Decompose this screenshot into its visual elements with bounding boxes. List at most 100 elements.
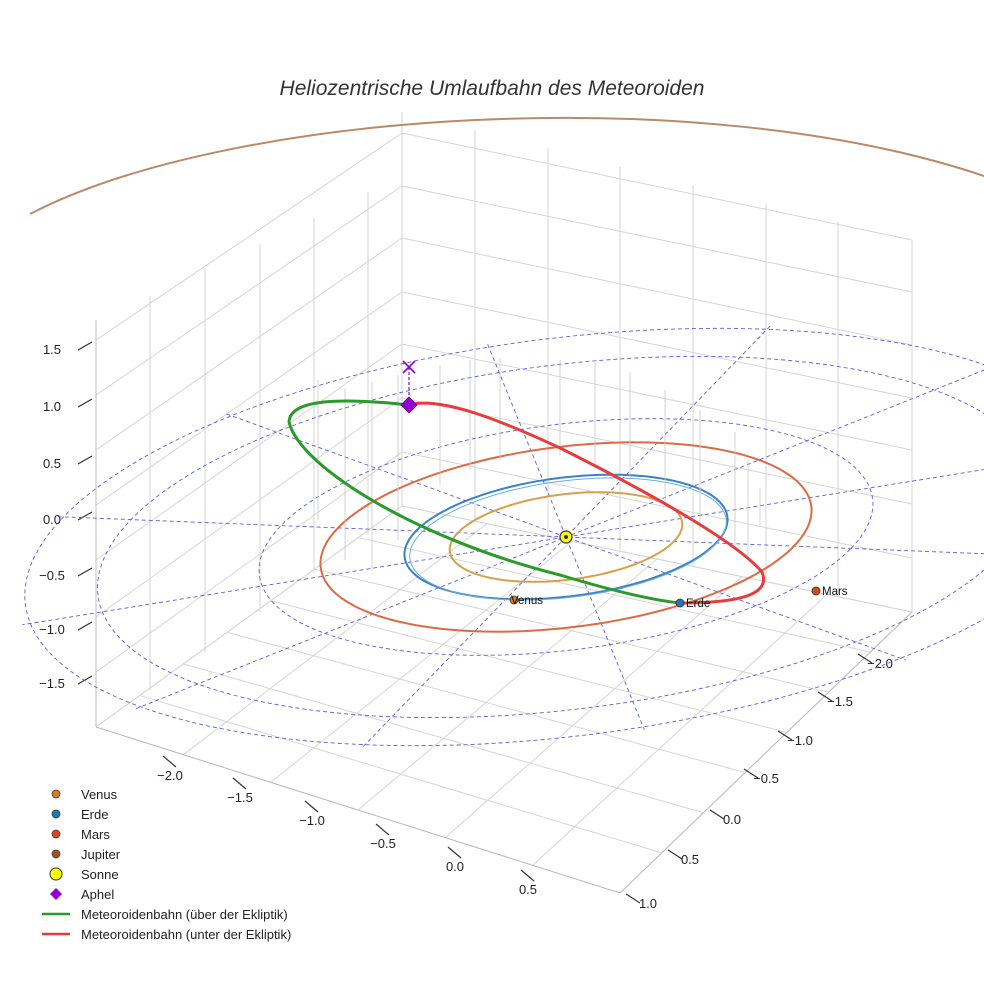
axis-edge (619, 611, 913, 894)
grid-line (95, 397, 403, 618)
grid-line (401, 505, 913, 613)
y-tick-label: 0.5 (681, 852, 699, 867)
erde-marker (675, 598, 685, 608)
axis-grid (95, 112, 913, 894)
y-tick-label: −1.5 (827, 694, 853, 709)
z-tick-mark (77, 455, 93, 465)
grid-line (183, 663, 704, 814)
jupiter-orbit (29, 116, 984, 215)
legend-item: Aphel (50, 887, 114, 902)
ecliptic-reference-spoke (55, 516, 984, 555)
legend-marker (50, 888, 62, 900)
axis-edge (95, 726, 621, 894)
mars-label: Mars (822, 586, 848, 598)
y-tick-label: −1.0 (787, 733, 813, 748)
meteoroid-orbit-below (408, 401, 765, 605)
erde-label: Erde (686, 598, 710, 610)
legend-marker (51, 849, 61, 859)
z-tick-mark (77, 621, 93, 631)
ecliptic-reference-spoke (226, 413, 906, 661)
legend-item: Meteoroidenbahn (über der Ekliptik) (42, 907, 288, 922)
grid-line (183, 523, 488, 756)
grid-line (358, 537, 871, 653)
z-tick-mark (77, 511, 93, 521)
ecliptic-reference-circle (24, 327, 984, 747)
grid-line (95, 132, 403, 341)
legend-label: Jupiter (81, 847, 121, 862)
ecliptic-reference-circle (97, 355, 984, 719)
y-tick-mark (817, 691, 833, 702)
grid-line (314, 568, 829, 693)
x-tick-label: −2.0 (157, 768, 183, 783)
z-tick-label: −0.5 (39, 568, 65, 583)
aphel-projection-marker (402, 360, 416, 374)
axis-ticks: −2.0 −1.5 −1.0 −0.5 0.0 0.5 −2.0 −1.5 −1.0 −0.5 0.… (39, 341, 893, 911)
y-tick-mark (857, 653, 873, 664)
planet-orbits (29, 116, 984, 633)
ecliptic-reference-spoke (22, 469, 984, 626)
grid-line (95, 185, 403, 396)
grid-line (401, 185, 913, 293)
x-tick-label: −0.5 (370, 836, 396, 851)
x-tick-mark (447, 846, 462, 859)
legend-label: Erde (81, 807, 108, 822)
legend-label: Meteoroidenbahn (über der Ekliptik) (81, 907, 288, 922)
x-tick-mark (375, 823, 390, 836)
z-tick-mark (77, 567, 93, 577)
grid-line (532, 593, 828, 866)
y-tick-label: 1.0 (639, 896, 657, 911)
grid-line (357, 558, 658, 811)
legend-marker (49, 867, 63, 881)
legend-label: Sonne (81, 867, 119, 882)
venus-label: Venus (511, 595, 543, 607)
z-tick-mark (77, 341, 93, 351)
grid-line (401, 451, 913, 559)
bodies: Venus Erde Mars (400, 360, 848, 610)
grid-line (95, 237, 403, 451)
meteoroid-orbit (287, 358, 765, 605)
ecliptic-reference-grid (22, 325, 984, 749)
venus-marker (509, 595, 519, 605)
z-tick-label: 0.5 (43, 456, 61, 471)
y-tick-label: 0.0 (723, 812, 741, 827)
z-tick-label: −1.5 (39, 676, 65, 691)
y-tick-mark (667, 849, 683, 860)
legend-item: Venus (51, 787, 118, 802)
ecliptic-reference-spoke (134, 369, 984, 710)
legend-label: Mars (81, 827, 110, 842)
legend-marker (51, 829, 61, 839)
chart-title: Heliozentrische Umlaufbahn des Meteoroid… (280, 77, 705, 100)
grid-line (95, 451, 403, 673)
erde-orbit (403, 473, 729, 601)
z-tick-label: 1.0 (43, 399, 61, 414)
grid-line (95, 505, 403, 728)
erde-orbit-ghost (409, 477, 727, 601)
y-tick-mark (709, 809, 725, 820)
x-tick-label: 0.5 (519, 882, 537, 897)
mars-orbit (319, 441, 813, 633)
legend-item: Mars (51, 827, 110, 842)
x-tick-label: −1.5 (227, 790, 253, 805)
x-tick-label: −1.0 (299, 813, 325, 828)
grid-line (401, 291, 913, 399)
grid-line (445, 576, 743, 839)
x-tick-label: 0.0 (446, 859, 464, 874)
y-tick-mark (625, 893, 641, 904)
grid-line (401, 132, 913, 241)
z-tick-label: −1.0 (39, 622, 65, 637)
mars-marker (811, 586, 821, 596)
legend-marker (51, 809, 61, 819)
legend-item: Sonne (49, 867, 119, 882)
grid-line (139, 694, 662, 854)
legend-item: Erde (51, 807, 108, 822)
legend-item: Meteoroidenbahn (unter der Ekliptik) (42, 927, 291, 942)
legend-item: Jupiter (51, 847, 121, 862)
z-tick-label: 0.0 (43, 512, 61, 527)
x-tick-mark (162, 755, 177, 768)
z-tick-label: 1.5 (43, 342, 61, 357)
ecliptic-reference-spoke (487, 344, 645, 730)
y-tick-label: −0.5 (753, 771, 779, 786)
z-tick-mark (77, 398, 93, 408)
grid-line (227, 631, 746, 774)
